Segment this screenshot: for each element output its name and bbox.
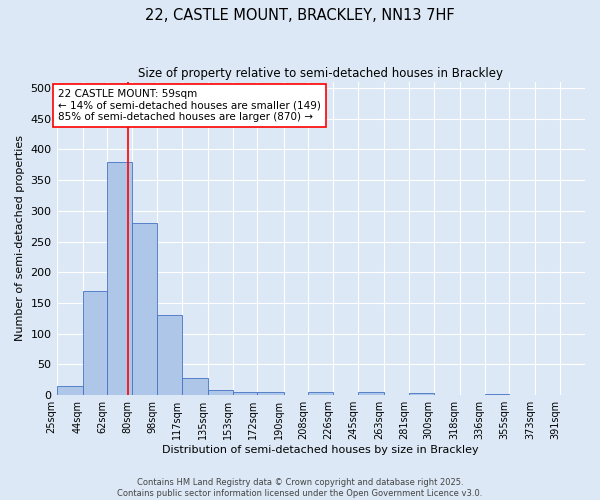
Bar xyxy=(308,392,333,395)
Bar xyxy=(157,316,182,395)
Text: 22, CASTLE MOUNT, BRACKLEY, NN13 7HF: 22, CASTLE MOUNT, BRACKLEY, NN13 7HF xyxy=(145,8,455,22)
Bar xyxy=(56,386,83,395)
Bar xyxy=(182,378,208,395)
Bar xyxy=(132,223,157,395)
Bar xyxy=(358,392,384,395)
Bar xyxy=(83,290,107,395)
Text: 22 CASTLE MOUNT: 59sqm
← 14% of semi-detached houses are smaller (149)
85% of se: 22 CASTLE MOUNT: 59sqm ← 14% of semi-det… xyxy=(58,89,321,122)
Bar xyxy=(107,162,132,395)
Title: Size of property relative to semi-detached houses in Brackley: Size of property relative to semi-detach… xyxy=(138,68,503,80)
Y-axis label: Number of semi-detached properties: Number of semi-detached properties xyxy=(15,136,25,342)
Text: Contains HM Land Registry data © Crown copyright and database right 2025.
Contai: Contains HM Land Registry data © Crown c… xyxy=(118,478,482,498)
Bar xyxy=(409,394,434,395)
Bar xyxy=(233,392,257,395)
Bar xyxy=(208,390,233,395)
Bar xyxy=(257,392,284,395)
X-axis label: Distribution of semi-detached houses by size in Brackley: Distribution of semi-detached houses by … xyxy=(163,445,479,455)
Bar xyxy=(485,394,509,395)
